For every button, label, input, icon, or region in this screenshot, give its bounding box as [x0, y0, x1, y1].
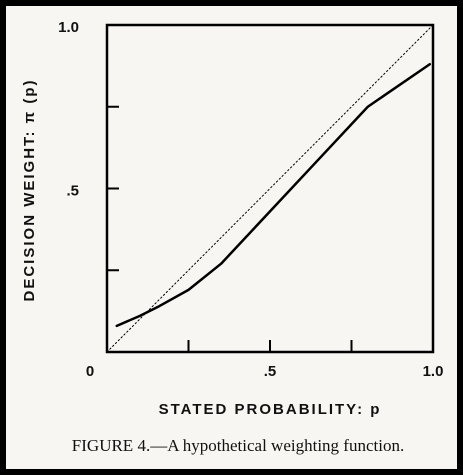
diagonal-line — [106, 24, 434, 353]
paper — [6, 6, 457, 469]
caption: FIGURE 4.—A hypothetical weighting funct… — [72, 436, 404, 455]
x-tick-label: .5 — [264, 363, 277, 380]
x-tick-label: 0 — [86, 363, 94, 380]
x-axis-label: STATED PROBABILITY: p — [159, 401, 382, 418]
weighting-curve — [115, 62, 431, 328]
y-axis-label: DECISION WEIGHT: π (p) — [21, 79, 38, 302]
y-tick-label: .5 — [66, 182, 79, 199]
y-tick-label: 1.0 — [58, 19, 79, 36]
x-tick-label: 1.0 — [423, 363, 444, 380]
